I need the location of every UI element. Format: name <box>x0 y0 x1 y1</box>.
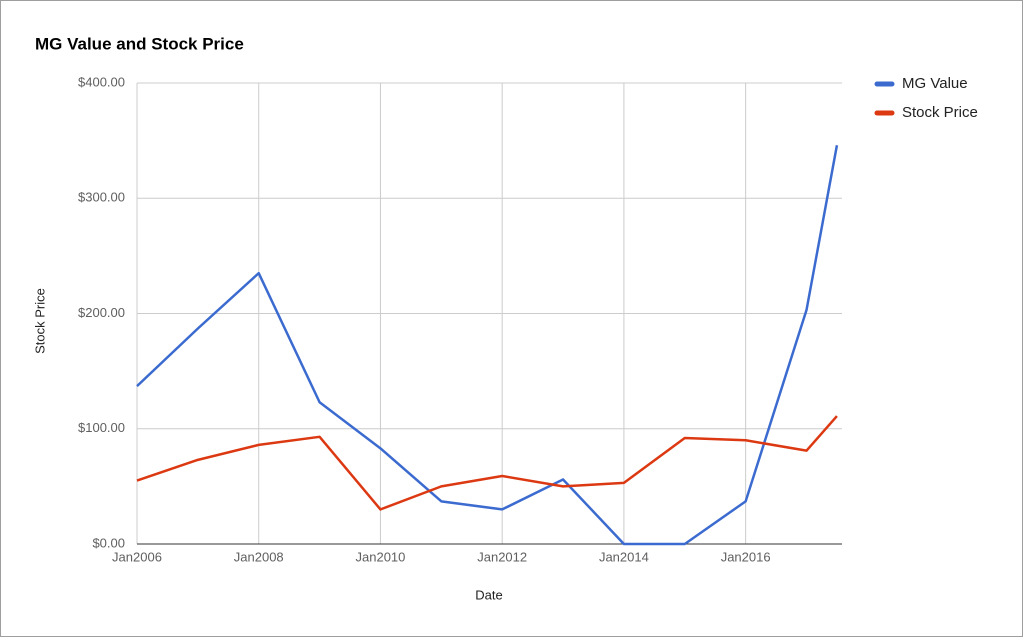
legend-label: MG Value <box>902 75 968 92</box>
x-tick-label: Jan2006 <box>112 549 162 564</box>
x-tick-label: Jan2012 <box>477 549 527 564</box>
chart-title: MG Value and Stock Price <box>35 34 244 53</box>
x-tick-label: Jan2008 <box>234 549 284 564</box>
y-axis-title: Stock Price <box>32 288 47 354</box>
x-axis-title: Date <box>475 587 502 602</box>
legend-label: Stock Price <box>902 104 978 121</box>
y-tick-label: $300.00 <box>78 190 125 205</box>
y-tick-label: $0.00 <box>92 535 125 550</box>
x-tick-label: Jan2016 <box>721 549 771 564</box>
series-line <box>136 415 838 511</box>
x-tick-label: Jan2014 <box>599 549 649 564</box>
y-tick-label: $400.00 <box>78 74 125 89</box>
x-tick-label: Jan2010 <box>356 549 406 564</box>
series-line <box>136 145 839 546</box>
y-tick-label: $100.00 <box>78 420 125 435</box>
y-tick-label: $200.00 <box>78 305 125 320</box>
